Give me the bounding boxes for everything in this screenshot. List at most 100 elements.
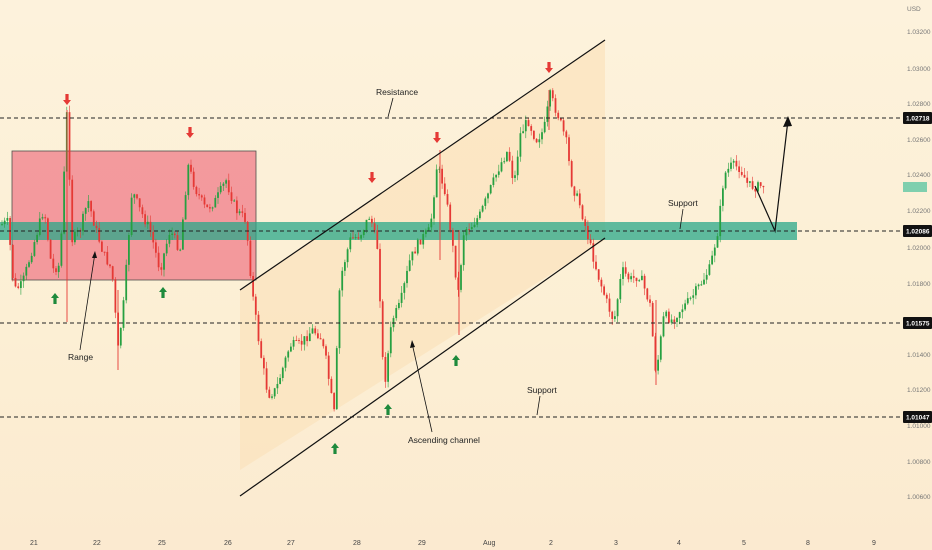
candle-body xyxy=(597,269,600,280)
candle-body xyxy=(252,275,254,297)
sell-signal-arrowhead xyxy=(545,68,553,73)
candle-body xyxy=(743,174,746,178)
candle-body xyxy=(403,283,406,293)
candle-body xyxy=(308,333,311,342)
candle-body xyxy=(371,218,373,224)
candle-body xyxy=(271,396,273,398)
candle-body xyxy=(530,126,533,131)
candle-body xyxy=(719,205,722,237)
sell-signal-arrow xyxy=(188,127,192,133)
candle-body xyxy=(198,194,200,196)
sell-signal-arrow xyxy=(547,62,551,68)
candle-body xyxy=(295,340,298,342)
candle-body xyxy=(508,151,511,161)
candle-body xyxy=(184,195,187,220)
candle-body xyxy=(360,235,362,239)
channel-lower-line xyxy=(239,237,606,497)
candle-body xyxy=(179,249,182,251)
candle-body xyxy=(352,237,354,239)
price-tick-label: 1.02600 xyxy=(907,137,931,144)
candle-body xyxy=(338,290,341,349)
price-axis[interactable]: USD 1.03200 1.03000 1.02800 1.02600 1.02400 1… xyxy=(903,6,932,501)
candle-body xyxy=(109,264,111,267)
time-tick-label: Aug xyxy=(483,540,496,547)
candle-body xyxy=(500,162,503,172)
candle-body xyxy=(649,299,651,303)
candle-body xyxy=(333,393,335,410)
candle-body xyxy=(535,138,538,143)
candle-body xyxy=(460,265,462,290)
candle-body xyxy=(427,227,430,231)
candle-body xyxy=(740,172,743,175)
candle-body xyxy=(476,218,479,225)
time-tick-label: 27 xyxy=(287,540,295,547)
candle-body xyxy=(527,120,530,127)
candle-body xyxy=(214,197,217,208)
candle-body xyxy=(611,311,614,319)
candle-body xyxy=(103,251,106,253)
candle-body xyxy=(622,267,624,279)
candle-body xyxy=(479,211,481,219)
price-tick-label: 1.02200 xyxy=(907,208,931,215)
candle-body xyxy=(681,309,684,313)
ascending-channel-label: Ascending channel xyxy=(408,435,480,445)
candle-body xyxy=(595,261,597,270)
candle-body xyxy=(357,237,360,239)
candle-body xyxy=(627,273,630,280)
candle-body xyxy=(233,200,236,202)
candle-body xyxy=(724,172,727,189)
candle-body xyxy=(635,277,638,282)
candle-body xyxy=(136,194,138,199)
candle-body xyxy=(1,224,3,226)
support-zone xyxy=(0,222,797,240)
projection-path xyxy=(754,119,789,234)
price-tick-label: 1.00600 xyxy=(907,494,931,501)
candle-body xyxy=(522,131,524,134)
candle-body xyxy=(203,197,206,205)
buy-signal-arrow xyxy=(333,448,337,454)
candle-body xyxy=(130,197,133,236)
candle-body xyxy=(47,218,49,240)
currency-label: USD xyxy=(907,6,921,13)
candle-body xyxy=(446,194,449,205)
candle-body xyxy=(373,223,376,231)
candle-body xyxy=(411,251,414,261)
sell-signal-arrowhead xyxy=(368,178,376,183)
candle-body xyxy=(605,294,608,299)
candle-body xyxy=(630,276,632,280)
candle-body xyxy=(176,235,179,250)
time-tick-label: 29 xyxy=(418,540,426,547)
candle-body xyxy=(589,239,592,244)
candle-body xyxy=(200,195,203,198)
time-axis[interactable]: 21 22 25 26 27 28 29 Aug 2 3 4 5 8 9 xyxy=(30,540,876,547)
candle-body xyxy=(144,214,146,225)
price-level-badge-text: 1.01575 xyxy=(906,321,930,328)
price-tick-label: 1.01800 xyxy=(907,281,931,288)
candle-body xyxy=(195,186,198,195)
candle-body xyxy=(524,120,527,132)
time-tick-label: 28 xyxy=(353,540,361,547)
candle-body xyxy=(163,253,165,270)
candle-body xyxy=(349,237,352,250)
candle-body xyxy=(260,341,263,358)
candle-body xyxy=(716,236,719,248)
candle-body xyxy=(689,297,692,299)
candle-body xyxy=(379,248,381,302)
candle-body xyxy=(263,357,265,369)
candle-body xyxy=(187,164,190,196)
candle-body xyxy=(36,234,38,243)
candle-body xyxy=(449,204,452,231)
candle-body xyxy=(457,277,460,290)
sell-signal-arrowhead xyxy=(433,138,441,143)
candle-body xyxy=(519,133,522,157)
candle-body xyxy=(265,368,268,390)
resistance-leader-line xyxy=(387,97,394,118)
candle-body xyxy=(713,247,716,256)
sell-signal-arrow xyxy=(435,132,439,138)
candle-body xyxy=(400,292,403,303)
candle-body xyxy=(430,218,433,228)
channel-leader-line xyxy=(411,342,433,433)
candle-body xyxy=(138,198,141,208)
